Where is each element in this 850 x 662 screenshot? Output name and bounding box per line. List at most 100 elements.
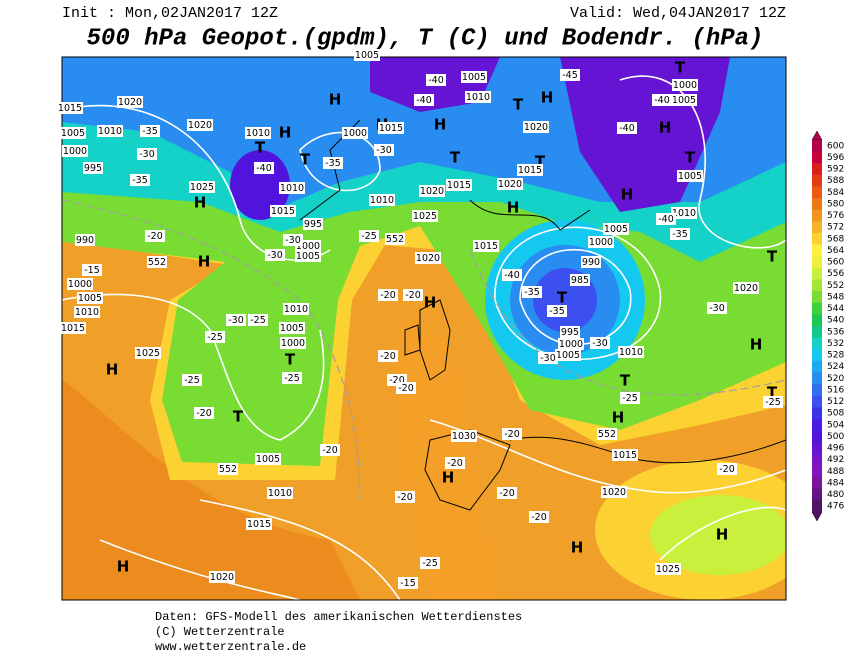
contour-label: 985 — [571, 275, 589, 286]
label-box — [502, 428, 522, 440]
label-box — [77, 292, 103, 304]
contour-label: -30 — [592, 338, 608, 349]
low-marker: T — [767, 248, 778, 266]
label-box — [267, 487, 293, 499]
label-box — [374, 144, 394, 156]
colorbar-label: 596 — [827, 153, 844, 163]
label-box — [529, 511, 549, 523]
contour-label: -40 — [256, 163, 272, 174]
low-marker: T — [300, 151, 311, 169]
contour-label: 1010 — [284, 304, 308, 315]
label-box — [246, 518, 272, 530]
high-marker: H — [621, 186, 634, 204]
contour-label: -40 — [654, 95, 670, 106]
contour-label: -30 — [709, 303, 725, 314]
contour-label: 995 — [561, 327, 579, 338]
contour-label: 1005 — [61, 128, 85, 139]
colorbar-label: 572 — [827, 223, 844, 233]
high-marker: H — [194, 194, 207, 212]
contour-label: 1010 — [75, 307, 99, 318]
contour-label: -25 — [765, 397, 781, 408]
label-box — [342, 127, 368, 139]
init-time: Init : Mon,02JAN2017 12Z — [62, 5, 278, 22]
colorbar-label: 564 — [827, 246, 844, 256]
colorbar-label: 504 — [827, 420, 844, 430]
contour-label: 990 — [582, 257, 600, 268]
contour-label: -20 — [447, 458, 463, 469]
label-box — [248, 314, 268, 326]
label-box — [560, 326, 580, 338]
label-box — [558, 338, 584, 350]
label-box — [412, 210, 438, 222]
label-box — [656, 213, 676, 225]
contour-label: 990 — [76, 235, 94, 246]
label-box — [270, 205, 296, 217]
label-box — [280, 337, 306, 349]
contour-label: -30 — [285, 235, 301, 246]
label-box — [74, 306, 100, 318]
label-box — [620, 392, 640, 404]
colorbar-label: 540 — [827, 316, 844, 326]
map-labels: HHHHHHHHHHHHHHHHHHTTTTTTTTTTTTT102010101… — [57, 49, 783, 589]
label-box — [414, 94, 434, 106]
footer-line: Daten: GFS-Modell des amerikanischen Wet… — [155, 610, 522, 624]
label-box — [677, 170, 703, 182]
colorbar-label: 500 — [827, 432, 844, 442]
label-box — [733, 282, 759, 294]
label-box — [446, 179, 472, 191]
colorbar-label: 524 — [827, 362, 844, 372]
label-box — [75, 234, 95, 246]
colorbar-label: 496 — [827, 444, 844, 454]
colorbar-label: 488 — [827, 467, 844, 477]
label-box — [283, 234, 303, 246]
color-swatch — [812, 302, 822, 315]
contour-label: -20 — [405, 290, 421, 301]
contour-label: 1005 — [296, 251, 320, 262]
contour-label: 1000 — [673, 80, 697, 91]
contour-label: -15 — [400, 578, 416, 589]
label-box — [378, 122, 404, 134]
contour-label: -25 — [284, 373, 300, 384]
low-marker: T — [620, 372, 631, 390]
colorbar-label: 600 — [827, 141, 844, 151]
contour-label: 1015 — [247, 519, 271, 530]
contour-label: 552 — [598, 429, 616, 440]
label-box — [403, 289, 423, 301]
contour-label: -25 — [422, 558, 438, 569]
label-box — [451, 430, 477, 442]
label-box — [282, 372, 302, 384]
label-box — [603, 223, 629, 235]
colorbar-label: 560 — [827, 258, 844, 268]
colorbar-label: 520 — [827, 374, 844, 384]
contour-label: 1025 — [190, 182, 214, 193]
label-box — [395, 491, 415, 503]
label-box — [396, 382, 416, 394]
label-box — [295, 250, 321, 262]
label-box — [538, 352, 558, 364]
high-marker: H — [571, 539, 584, 557]
footer-line: (C) Wetterzentrale — [155, 625, 285, 639]
low-marker: T — [685, 149, 696, 167]
color-swatch — [812, 198, 822, 211]
contour-label: 1010 — [370, 195, 394, 206]
contour-label: 1005 — [256, 454, 280, 465]
high-marker: H — [117, 558, 130, 576]
contour-label: -25 — [361, 231, 377, 242]
color-swatch — [812, 384, 822, 397]
high-marker: H — [750, 336, 763, 354]
label-box — [522, 286, 542, 298]
label-box — [398, 577, 418, 589]
high-marker: H — [424, 294, 437, 312]
high-marker: H — [198, 253, 211, 271]
contour-label: -35 — [132, 175, 148, 186]
label-box — [461, 71, 487, 83]
color-swatch — [812, 349, 822, 362]
high-marker: H — [612, 409, 625, 427]
contour-label: 1010 — [268, 488, 292, 499]
contour-label: 552 — [219, 464, 237, 475]
contour-label: 1010 — [619, 347, 643, 358]
label-box — [612, 449, 638, 461]
contour-label: 1000 — [589, 237, 613, 248]
label-box — [265, 249, 285, 261]
contour-label: -35 — [524, 287, 540, 298]
